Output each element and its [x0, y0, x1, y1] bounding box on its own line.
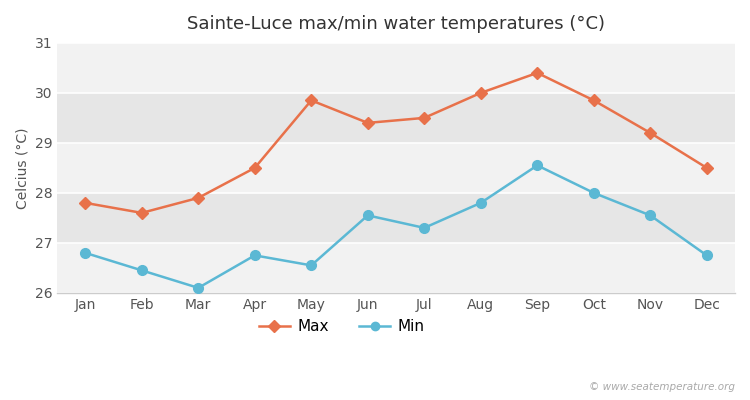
- Title: Sainte-Luce max/min water temperatures (°C): Sainte-Luce max/min water temperatures (…: [187, 15, 605, 33]
- Legend: Max, Min: Max, Min: [253, 313, 430, 340]
- Bar: [57, 143, 735, 193]
- Bar: [57, 193, 735, 243]
- Text: © www.seatemperature.org: © www.seatemperature.org: [589, 382, 735, 392]
- Bar: [57, 43, 735, 93]
- Bar: [57, 93, 735, 143]
- Y-axis label: Celcius (°C): Celcius (°C): [15, 127, 29, 209]
- Bar: [57, 243, 735, 293]
